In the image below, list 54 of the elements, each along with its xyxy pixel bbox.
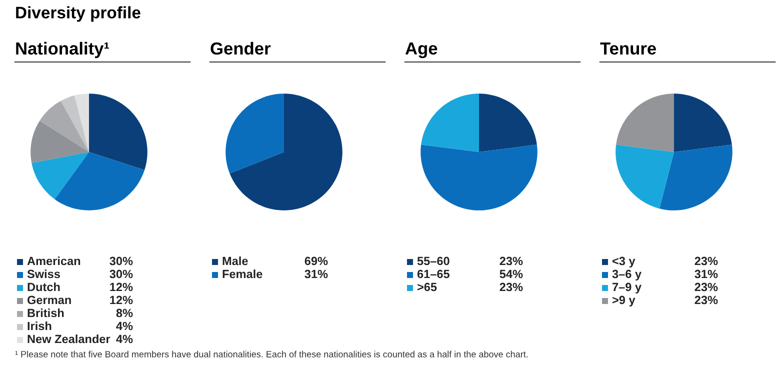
legend-label: >9 y <box>612 296 636 307</box>
pie-slice <box>30 120 89 163</box>
chart-title: Gender <box>210 42 271 55</box>
pie-slice <box>479 94 537 152</box>
data-label: 30% <box>110 256 133 266</box>
legend-label: Male <box>222 256 248 266</box>
legend-label: Irish <box>28 321 52 330</box>
pie-slice <box>60 95 89 152</box>
pie-slice <box>674 94 732 152</box>
legend-label: >65 <box>417 282 437 292</box>
legend-label: Swiss <box>27 269 60 278</box>
pie-slice <box>54 152 145 210</box>
pie-slice <box>420 144 538 210</box>
legend-label: German <box>27 296 71 304</box>
pie-slice <box>89 94 148 170</box>
data-label: 23% <box>500 282 523 292</box>
legend-label: 3–6 y <box>612 270 642 281</box>
data-label: 8% <box>116 308 133 318</box>
pie-slice <box>230 94 342 210</box>
pie-slice <box>40 100 89 152</box>
data-label: 30% <box>110 270 133 278</box>
legend-label: 55–60 <box>417 256 450 266</box>
chart-title: Age <box>405 42 438 58</box>
pie-slice <box>421 94 479 152</box>
data-label: 23% <box>694 282 718 292</box>
legend-label: Female <box>222 269 262 278</box>
legend-label: <3 y <box>612 256 636 268</box>
pie-slice <box>659 144 732 210</box>
chart-title: Tenure <box>600 42 656 55</box>
legend-label: 7–9 y <box>612 282 642 294</box>
data-label: 4% <box>116 334 133 344</box>
data-label: 4% <box>116 322 133 330</box>
data-label: 23% <box>694 296 718 304</box>
pie-slice <box>616 144 674 209</box>
data-label: 31% <box>694 270 718 278</box>
pie-slice <box>226 94 284 174</box>
pie-slice <box>616 94 674 152</box>
data-label: 12% <box>110 282 133 292</box>
text: Diversity profile <box>16 6 140 22</box>
legend-label: New Zealander <box>28 334 110 344</box>
legend-label: Dutch <box>28 282 60 292</box>
legend-label: American <box>27 256 80 266</box>
legend-label: 61–65 <box>417 270 450 278</box>
legend-label: British <box>28 308 64 318</box>
pie-slice <box>32 152 89 200</box>
data-label: 54% <box>500 270 523 278</box>
text: ¹ Please note that five Board members have dual nationalities. Each of these nationalities is counted as a half in the above chart. <box>15 350 528 358</box>
data-label: 12% <box>110 296 133 304</box>
pie-slice <box>74 94 89 152</box>
data-label: 69% <box>304 256 328 266</box>
chart-title: Nationality¹ <box>16 42 109 58</box>
data-label: 23% <box>694 256 718 266</box>
data-label: 23% <box>500 256 523 266</box>
data-label: 31% <box>304 270 328 278</box>
